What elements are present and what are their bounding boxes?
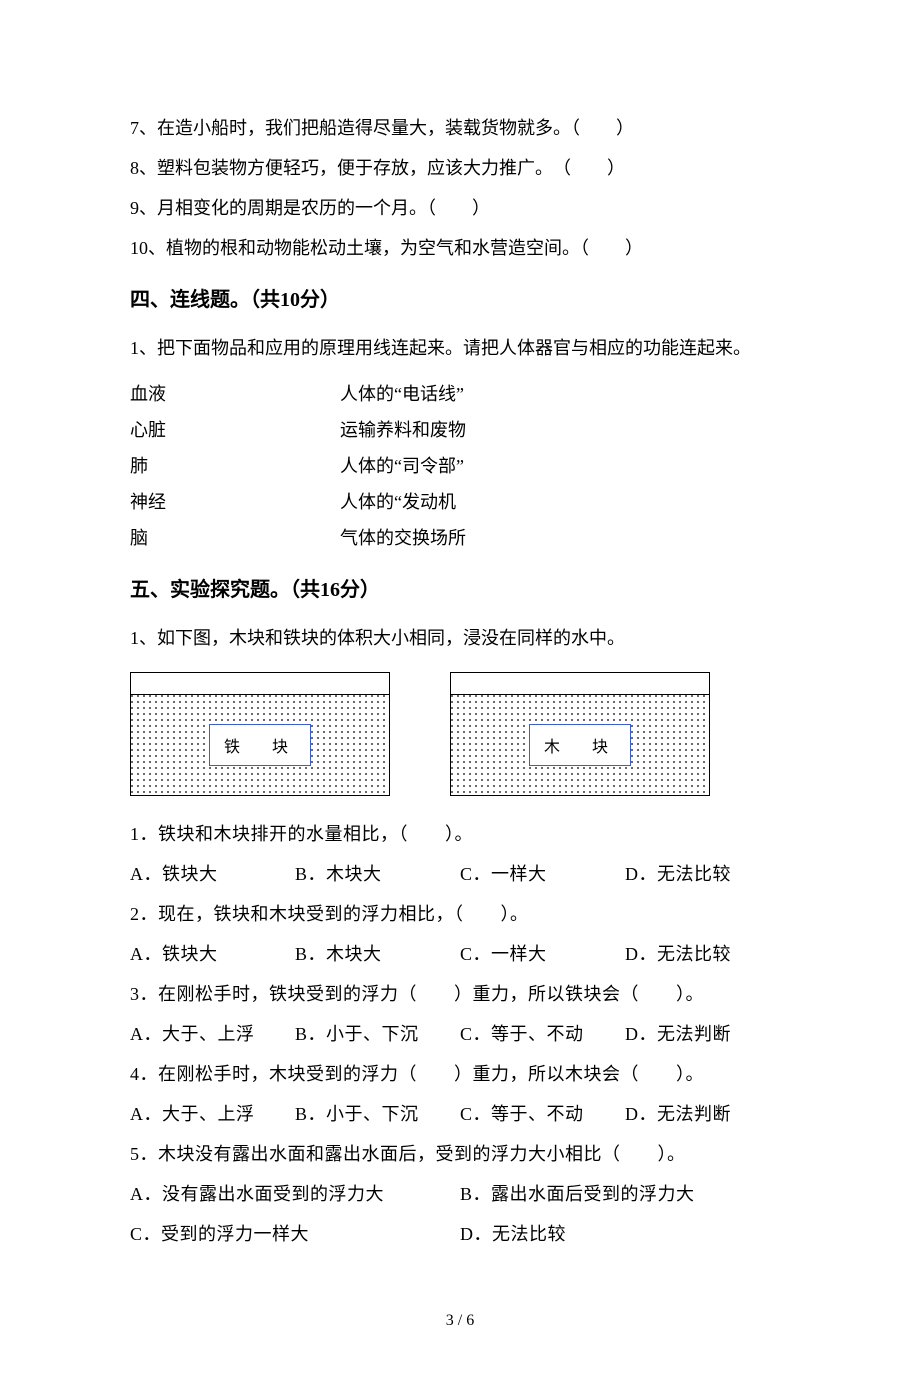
section-4-title: 四、连线题。（共10分） <box>130 284 790 316</box>
opt-b: B．木块大 <box>295 856 460 892</box>
opt-a: A．没有露出水面受到的浮力大 <box>130 1176 460 1212</box>
match-left: 心脏 <box>130 412 340 448</box>
opt-d: D．无法比较 <box>625 936 790 972</box>
opt-b: B．小于、下沉 <box>295 1016 460 1052</box>
match-right: 人体的“发动机 <box>340 484 790 520</box>
match-row: 神经人体的“发动机 <box>130 484 790 520</box>
opt-a: A．铁块大 <box>130 936 295 972</box>
q5-5-stem: 5．木块没有露出水面和露出水面后，受到的浮力大小相比（ ）。 <box>130 1136 790 1172</box>
match-right: 人体的“司令部” <box>340 448 790 484</box>
air-strip <box>131 673 389 695</box>
q5-5-options-row2: C．受到的浮力一样大 D．无法比较 <box>130 1216 790 1252</box>
air-strip <box>451 673 709 695</box>
match-row: 心脏运输养料和废物 <box>130 412 790 448</box>
opt-d: D．无法判断 <box>625 1096 790 1132</box>
q5-3-options: A．大于、上浮 B．小于、下沉 C．等于、不动 D．无法判断 <box>130 1016 790 1052</box>
tf-item-8: 8、塑料包装物方便轻巧，便于存放，应该大力推广。 （ ） <box>130 150 790 186</box>
q5-1-stem: 1．铁块和木块排开的水量相比，（ ）。 <box>130 816 790 852</box>
q5-2-stem: 2．现在，铁块和木块受到的浮力相比，（ ）。 <box>130 896 790 932</box>
opt-b: B．小于、下沉 <box>295 1096 460 1132</box>
tf-item-10: 10、植物的根和动物能松动土壤，为空气和水营造空间。（ ） <box>130 230 790 266</box>
opt-d: D．无法判断 <box>625 1016 790 1052</box>
diagram-row: 铁 块 木 块 <box>130 672 790 796</box>
match-left: 神经 <box>130 484 340 520</box>
opt-c: C．等于、不动 <box>460 1016 625 1052</box>
q5-5-options-row1: A．没有露出水面受到的浮力大 B．露出水面后受到的浮力大 <box>130 1176 790 1212</box>
water-area: 木 块 <box>451 695 709 795</box>
water-box-iron: 铁 块 <box>130 672 390 796</box>
opt-a: A．大于、上浮 <box>130 1096 295 1132</box>
water-area: 铁 块 <box>131 695 389 795</box>
match-right: 气体的交换场所 <box>340 520 790 556</box>
opt-b: B．木块大 <box>295 936 460 972</box>
q5-4-stem: 4．在刚松手时，木块受到的浮力（ ）重力，所以木块会（ ）。 <box>130 1056 790 1092</box>
opt-c: C．等于、不动 <box>460 1096 625 1132</box>
opt-c: C．受到的浮力一样大 <box>130 1216 460 1252</box>
page-number: 3 / 6 <box>130 1312 790 1330</box>
q5-1-options: A．铁块大 B．木块大 C．一样大 D．无法比较 <box>130 856 790 892</box>
opt-c: C．一样大 <box>460 936 625 972</box>
section-4-desc: 1、把下面物品和应用的原理用线连起来。请把人体器官与相应的功能连起来。 <box>130 330 790 366</box>
opt-d: D．无法比较 <box>625 856 790 892</box>
iron-block-label: 铁 块 <box>209 724 311 766</box>
match-row: 肺人体的“司令部” <box>130 448 790 484</box>
q5-4-options: A．大于、上浮 B．小于、下沉 C．等于、不动 D．无法判断 <box>130 1096 790 1132</box>
match-left: 肺 <box>130 448 340 484</box>
match-row: 血液人体的“电话线” <box>130 376 790 412</box>
opt-a: A．大于、上浮 <box>130 1016 295 1052</box>
opt-b: B．露出水面后受到的浮力大 <box>460 1176 790 1212</box>
match-right: 人体的“电话线” <box>340 376 790 412</box>
match-left: 脑 <box>130 520 340 556</box>
water-box-wood: 木 块 <box>450 672 710 796</box>
opt-a: A．铁块大 <box>130 856 295 892</box>
wood-block-label: 木 块 <box>529 724 631 766</box>
match-right: 运输养料和废物 <box>340 412 790 448</box>
tf-item-9: 9、月相变化的周期是农历的一个月。（ ） <box>130 190 790 226</box>
match-row: 脑气体的交换场所 <box>130 520 790 556</box>
section-5-desc: 1、如下图，木块和铁块的体积大小相同，浸没在同样的水中。 <box>130 620 790 656</box>
tf-item-7: 7、在造小船时，我们把船造得尽量大，装载货物就多。（ ） <box>130 110 790 146</box>
q5-3-stem: 3．在刚松手时，铁块受到的浮力（ ）重力，所以铁块会（ ）。 <box>130 976 790 1012</box>
matching-table: 血液人体的“电话线” 心脏运输养料和废物 肺人体的“司令部” 神经人体的“发动机… <box>130 376 790 556</box>
opt-c: C．一样大 <box>460 856 625 892</box>
opt-d: D．无法比较 <box>460 1216 790 1252</box>
section-5-title: 五、实验探究题。（共16分） <box>130 574 790 606</box>
q5-2-options: A．铁块大 B．木块大 C．一样大 D．无法比较 <box>130 936 790 972</box>
match-left: 血液 <box>130 376 340 412</box>
